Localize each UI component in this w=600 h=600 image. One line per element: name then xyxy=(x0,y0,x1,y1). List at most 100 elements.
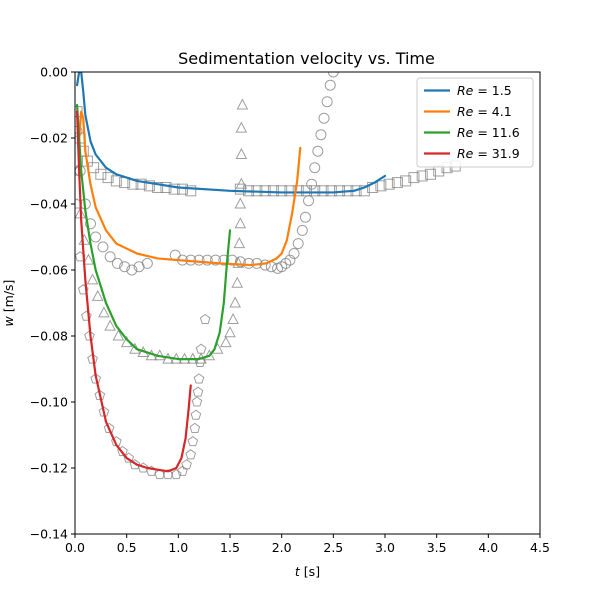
legend-label-0-var: Re xyxy=(457,83,474,98)
x-tick-label: 0.0 xyxy=(65,540,85,555)
legend: Re = 1.5 Re = 4.1 Re = 11.6 Re = 31.9 xyxy=(416,77,534,168)
data-point-series-1 xyxy=(327,72,339,78)
legend-label-1: Re = 4.1 xyxy=(457,104,512,119)
data-point-series-3 xyxy=(187,435,199,447)
data-point-series-2 xyxy=(233,237,246,249)
data-point-series-0 xyxy=(168,183,180,195)
data-point-series-1 xyxy=(280,257,292,269)
data-point-series-3 xyxy=(103,422,115,433)
legend-label-0-value: = 1.5 xyxy=(473,83,511,98)
data-point-series-2 xyxy=(227,312,239,324)
series-line-1 xyxy=(78,110,302,267)
data-point-series-3 xyxy=(193,373,205,384)
data-point-series-2 xyxy=(220,336,232,348)
data-point-series-1 xyxy=(321,96,333,108)
data-point-series-3 xyxy=(84,330,95,341)
legend-label-3: Re = 31.9 xyxy=(457,146,520,161)
data-point-series-3 xyxy=(81,310,92,321)
data-point-series-1 xyxy=(218,254,230,266)
plot-frame xyxy=(74,71,541,535)
y-tick-label: −0.10 xyxy=(30,395,68,410)
line-layer xyxy=(75,72,387,473)
data-point-series-1 xyxy=(309,162,321,174)
data-point-series-1 xyxy=(324,79,336,91)
data-point-series-2 xyxy=(234,197,247,209)
data-point-series-2 xyxy=(104,319,116,331)
data-point-series-2 xyxy=(82,253,95,265)
x-tick-label: 4.0 xyxy=(478,540,498,555)
y-tick-label: −0.08 xyxy=(30,329,68,344)
legend-box xyxy=(416,77,534,168)
data-point-series-3 xyxy=(190,409,202,420)
data-point-series-0 xyxy=(325,185,337,197)
series-line-3 xyxy=(75,110,192,473)
data-point-series-3 xyxy=(189,422,201,433)
y-tick-label: −0.02 xyxy=(30,131,68,146)
data-point-series-3 xyxy=(170,468,182,480)
data-point-series-0 xyxy=(267,185,279,197)
x-tick-label: 3.5 xyxy=(427,540,447,555)
data-point-series-1 xyxy=(288,248,300,259)
y-axis-label-unit: [m/s] xyxy=(1,280,16,317)
data-point-series-1 xyxy=(306,178,318,190)
data-point-series-0 xyxy=(416,170,428,182)
data-point-series-1 xyxy=(292,238,304,250)
data-point-series-2 xyxy=(235,177,248,189)
data-point-series-3 xyxy=(90,373,102,384)
x-axis-label: t [s] xyxy=(295,564,320,579)
marker-layer xyxy=(75,72,461,480)
y-axis: 0.00 −0.02 −0.04 −0.06 −0.08 −0.10 −0.12 −0.14 xyxy=(30,65,75,542)
data-point-series-3 xyxy=(77,284,89,295)
data-point-series-0 xyxy=(408,172,420,184)
data-point-series-1 xyxy=(243,257,255,269)
data-point-series-2 xyxy=(231,276,244,288)
y-tick-label: 0.00 xyxy=(40,65,68,80)
x-tick-label: 2.0 xyxy=(272,540,292,555)
data-point-series-3 xyxy=(199,313,211,325)
data-point-series-2 xyxy=(224,326,236,338)
x-axis-label-var: t xyxy=(295,564,301,579)
legend-label-3-value: = 31.9 xyxy=(473,146,519,161)
legend-label-2-value: = 11.6 xyxy=(473,125,519,140)
data-point-series-1 xyxy=(276,261,288,273)
x-tick-label: 2.5 xyxy=(323,540,343,555)
data-point-series-0 xyxy=(185,185,197,197)
legend-label-1-value: = 4.1 xyxy=(473,104,511,119)
legend-label-3-var: Re xyxy=(457,146,474,161)
data-point-series-1 xyxy=(210,254,222,266)
data-point-series-2 xyxy=(98,306,110,318)
data-point-series-1 xyxy=(312,145,324,157)
data-point-series-3 xyxy=(185,449,197,460)
y-tick-label: −0.12 xyxy=(30,461,68,476)
legend-label-2: Re = 11.6 xyxy=(457,125,520,140)
data-point-series-0 xyxy=(383,178,395,190)
data-point-series-0 xyxy=(88,162,100,174)
legend-label-1-var: Re xyxy=(457,104,474,119)
legend-label-0: Re = 1.5 xyxy=(457,83,512,98)
data-point-series-3 xyxy=(194,356,206,367)
data-point-series-2 xyxy=(235,147,248,159)
data-point-series-0 xyxy=(102,172,114,184)
series-line-2 xyxy=(75,103,232,361)
data-point-series-1 xyxy=(85,218,96,230)
data-point-series-1 xyxy=(119,261,131,273)
data-point-series-0 xyxy=(143,180,155,192)
data-point-series-2 xyxy=(229,296,241,308)
x-axis: 0.0 0.5 1.0 1.5 2.0 2.5 3.0 3.5 4.0 4.5 xyxy=(65,534,550,555)
data-point-series-1 xyxy=(193,254,205,266)
data-point-series-3 xyxy=(195,343,207,354)
x-axis-label-unit: [s] xyxy=(300,564,320,579)
data-point-series-2 xyxy=(235,121,248,133)
y-axis-label: w [m/s] xyxy=(1,280,16,327)
data-point-series-1 xyxy=(90,231,102,243)
data-point-series-1 xyxy=(315,129,327,141)
data-point-series-3 xyxy=(94,389,106,400)
x-tick-label: 4.5 xyxy=(530,540,550,555)
data-point-series-0 xyxy=(391,177,403,189)
data-point-series-1 xyxy=(97,241,109,253)
data-point-series-0 xyxy=(424,168,436,180)
data-point-series-2 xyxy=(203,349,216,361)
data-point-series-2 xyxy=(234,217,247,229)
